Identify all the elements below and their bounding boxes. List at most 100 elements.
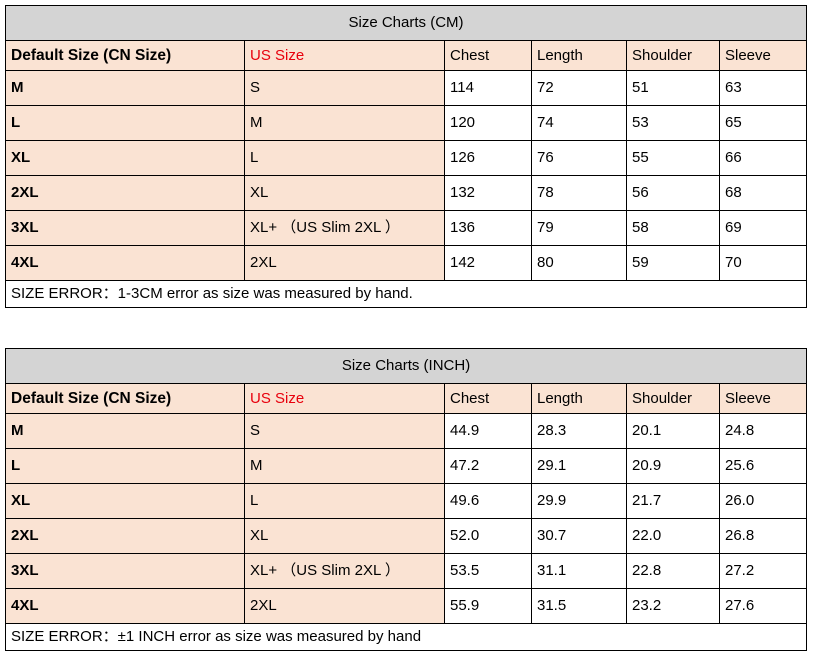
table-row: 3XL XL+ （US Slim 2XL ） 136 79 58 69 <box>5 210 808 246</box>
cell-length: 31.1 <box>531 553 627 589</box>
cell-shoulder: 59 <box>626 245 720 281</box>
table-row: 4XL 2XL 142 80 59 70 <box>5 245 808 281</box>
cell-length: 72 <box>531 70 627 106</box>
chart-title-row: Size Charts (CM) <box>4 5 808 41</box>
cell-sleeve: 27.2 <box>718 553 808 589</box>
table-row: M S 114 72 51 63 <box>5 70 808 106</box>
cell-chest: 142 <box>444 245 532 281</box>
column-header-sleeve: Sleeve <box>718 40 808 71</box>
cell-chest: 53.5 <box>444 553 532 589</box>
cell-length: 76 <box>531 140 627 176</box>
table-row: 4XL 2XL 55.9 31.5 23.2 27.6 <box>5 588 808 624</box>
size-chart-cm: Size Charts (CM) Default Size (CN Size) … <box>4 5 808 308</box>
cell-length: 79 <box>531 210 627 246</box>
cell-shoulder: 20.9 <box>626 448 720 484</box>
cell-chest: 55.9 <box>444 588 532 624</box>
cell-sleeve: 70 <box>718 245 808 281</box>
cell-default-size: M <box>5 70 245 106</box>
column-header-sleeve: Sleeve <box>718 383 808 414</box>
cell-default-size: M <box>5 413 245 449</box>
column-header-us-size: US Size <box>244 383 445 414</box>
cell-sleeve: 26.8 <box>718 518 808 554</box>
cell-length: 74 <box>531 105 627 141</box>
cell-shoulder: 22.0 <box>626 518 720 554</box>
cell-length: 29.1 <box>531 448 627 484</box>
chart-title: Size Charts (INCH) <box>4 348 808 384</box>
column-header-chest: Chest <box>444 40 532 71</box>
cell-chest: 49.6 <box>444 483 532 519</box>
cell-sleeve: 25.6 <box>718 448 808 484</box>
cell-sleeve: 26.0 <box>718 483 808 519</box>
cell-chest: 44.9 <box>444 413 532 449</box>
cell-length: 31.5 <box>531 588 627 624</box>
table-header-row: Default Size (CN Size) US Size Chest Len… <box>5 383 808 414</box>
table-row: 3XL XL+ （US Slim 2XL ） 53.5 31.1 22.8 27… <box>5 553 808 589</box>
column-header-chest: Chest <box>444 383 532 414</box>
cell-chest: 126 <box>444 140 532 176</box>
cell-chest: 52.0 <box>444 518 532 554</box>
cell-sleeve: 24.8 <box>718 413 808 449</box>
table-row: 2XL XL 132 78 56 68 <box>5 175 808 211</box>
cell-sleeve: 66 <box>718 140 808 176</box>
column-header-shoulder: Shoulder <box>626 40 720 71</box>
column-header-length: Length <box>531 383 627 414</box>
cell-length: 28.3 <box>531 413 627 449</box>
table-row: XL L 49.6 29.9 21.7 26.0 <box>5 483 808 519</box>
size-chart-inch: Size Charts (INCH) Default Size (CN Size… <box>4 348 808 651</box>
table-row: L M 47.2 29.1 20.9 25.6 <box>5 448 808 484</box>
cell-us-size: XL+ （US Slim 2XL ） <box>244 210 445 246</box>
cell-default-size: L <box>5 448 245 484</box>
table-row: 2XL XL 52.0 30.7 22.0 26.8 <box>5 518 808 554</box>
cell-length: 80 <box>531 245 627 281</box>
cell-us-size: XL <box>244 518 445 554</box>
cell-default-size: XL <box>5 140 245 176</box>
cell-length: 78 <box>531 175 627 211</box>
cell-sleeve: 63 <box>718 70 808 106</box>
size-error-note: SIZE ERROR：1-3CM error as size was measu… <box>4 280 808 308</box>
cell-chest: 132 <box>444 175 532 211</box>
cell-us-size: S <box>244 70 445 106</box>
cell-chest: 114 <box>444 70 532 106</box>
cell-shoulder: 23.2 <box>626 588 720 624</box>
cell-default-size: 4XL <box>5 245 245 281</box>
column-header-length: Length <box>531 40 627 71</box>
cell-us-size: M <box>244 448 445 484</box>
table-row: L M 120 74 53 65 <box>5 105 808 141</box>
cell-default-size: 3XL <box>5 210 245 246</box>
cell-us-size: L <box>244 483 445 519</box>
cell-shoulder: 51 <box>626 70 720 106</box>
cell-us-size: L <box>244 140 445 176</box>
cell-default-size: L <box>5 105 245 141</box>
cell-length: 30.7 <box>531 518 627 554</box>
cell-us-size: XL+ （US Slim 2XL ） <box>244 553 445 589</box>
chart-title: Size Charts (CM) <box>4 5 808 41</box>
cell-sleeve: 69 <box>718 210 808 246</box>
cell-us-size: S <box>244 413 445 449</box>
size-error-note: SIZE ERROR：±1 INCH error as size was mea… <box>4 623 808 651</box>
table-header-row: Default Size (CN Size) US Size Chest Len… <box>5 40 808 71</box>
cell-us-size: XL <box>244 175 445 211</box>
cell-shoulder: 21.7 <box>626 483 720 519</box>
cell-shoulder: 56 <box>626 175 720 211</box>
cell-chest: 47.2 <box>444 448 532 484</box>
table-row: M S 44.9 28.3 20.1 24.8 <box>5 413 808 449</box>
cell-chest: 136 <box>444 210 532 246</box>
cell-shoulder: 55 <box>626 140 720 176</box>
column-header-default-size: Default Size (CN Size) <box>5 383 245 414</box>
cell-us-size: 2XL <box>244 245 445 281</box>
cell-shoulder: 53 <box>626 105 720 141</box>
cell-shoulder: 20.1 <box>626 413 720 449</box>
cell-default-size: 2XL <box>5 175 245 211</box>
cell-us-size: 2XL <box>244 588 445 624</box>
table-row: XL L 126 76 55 66 <box>5 140 808 176</box>
cell-default-size: 4XL <box>5 588 245 624</box>
cell-us-size: M <box>244 105 445 141</box>
cell-length: 29.9 <box>531 483 627 519</box>
cell-default-size: 2XL <box>5 518 245 554</box>
column-header-shoulder: Shoulder <box>626 383 720 414</box>
cell-shoulder: 22.8 <box>626 553 720 589</box>
cell-shoulder: 58 <box>626 210 720 246</box>
cell-chest: 120 <box>444 105 532 141</box>
cell-default-size: XL <box>5 483 245 519</box>
